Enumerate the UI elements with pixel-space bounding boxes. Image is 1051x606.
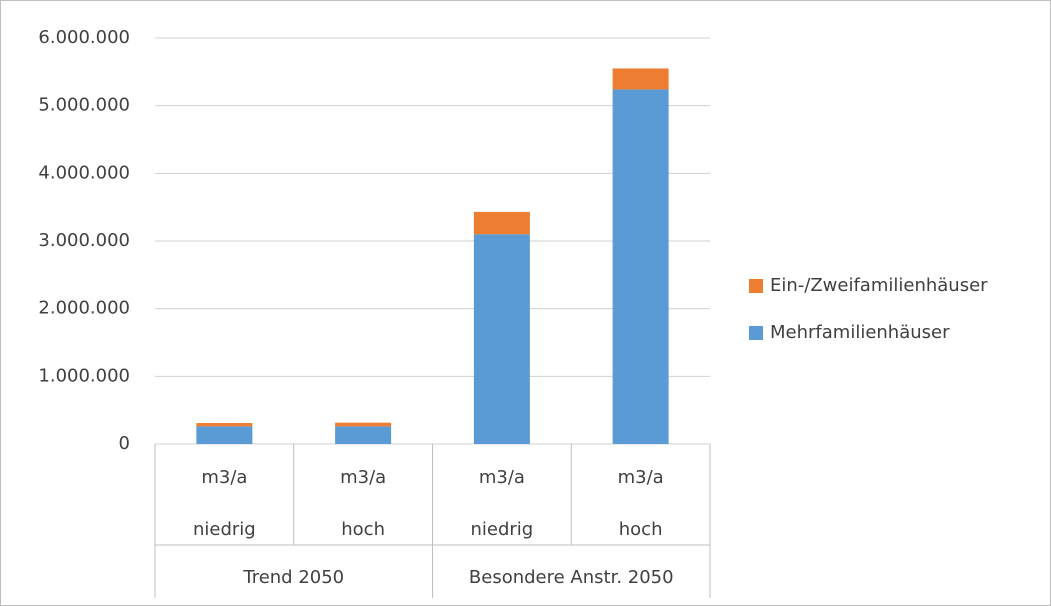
- y-tick-label: 4.000.000: [38, 162, 130, 183]
- bar-segment: [612, 89, 669, 444]
- bar-segment: [335, 426, 392, 444]
- y-tick-label: 1.000.000: [38, 365, 130, 386]
- bar-segment: [335, 422, 392, 427]
- category-unit: m3/a: [201, 467, 247, 488]
- bar-segment: [196, 423, 253, 427]
- category-label: hoch: [619, 519, 663, 540]
- legend-swatch: [749, 279, 763, 293]
- y-tick-label: 5.000.000: [38, 95, 130, 116]
- category-label: hoch: [341, 519, 385, 540]
- y-tick-label: 3.000.000: [38, 230, 130, 251]
- legend-label: Mehrfamilienhäuser: [770, 322, 950, 343]
- bar-segment: [196, 426, 253, 444]
- y-tick-label: 2.000.000: [38, 298, 130, 319]
- y-tick-label: 0: [119, 433, 130, 454]
- legend-label: Ein-/Zweifamilienhäuser: [770, 275, 988, 296]
- category-label: niedrig: [193, 519, 256, 540]
- y-tick-label: 6.000.000: [38, 27, 130, 48]
- category-label: niedrig: [471, 519, 534, 540]
- legend-swatch: [749, 326, 763, 340]
- category-unit: m3/a: [479, 467, 525, 488]
- bar-segment: [473, 234, 530, 444]
- group-label: Besondere Anstr. 2050: [469, 567, 674, 588]
- category-unit: m3/a: [340, 467, 386, 488]
- bar-segment: [473, 211, 530, 235]
- bar-segment: [612, 68, 669, 90]
- category-unit: m3/a: [618, 467, 664, 488]
- group-label: Trend 2050: [242, 567, 344, 588]
